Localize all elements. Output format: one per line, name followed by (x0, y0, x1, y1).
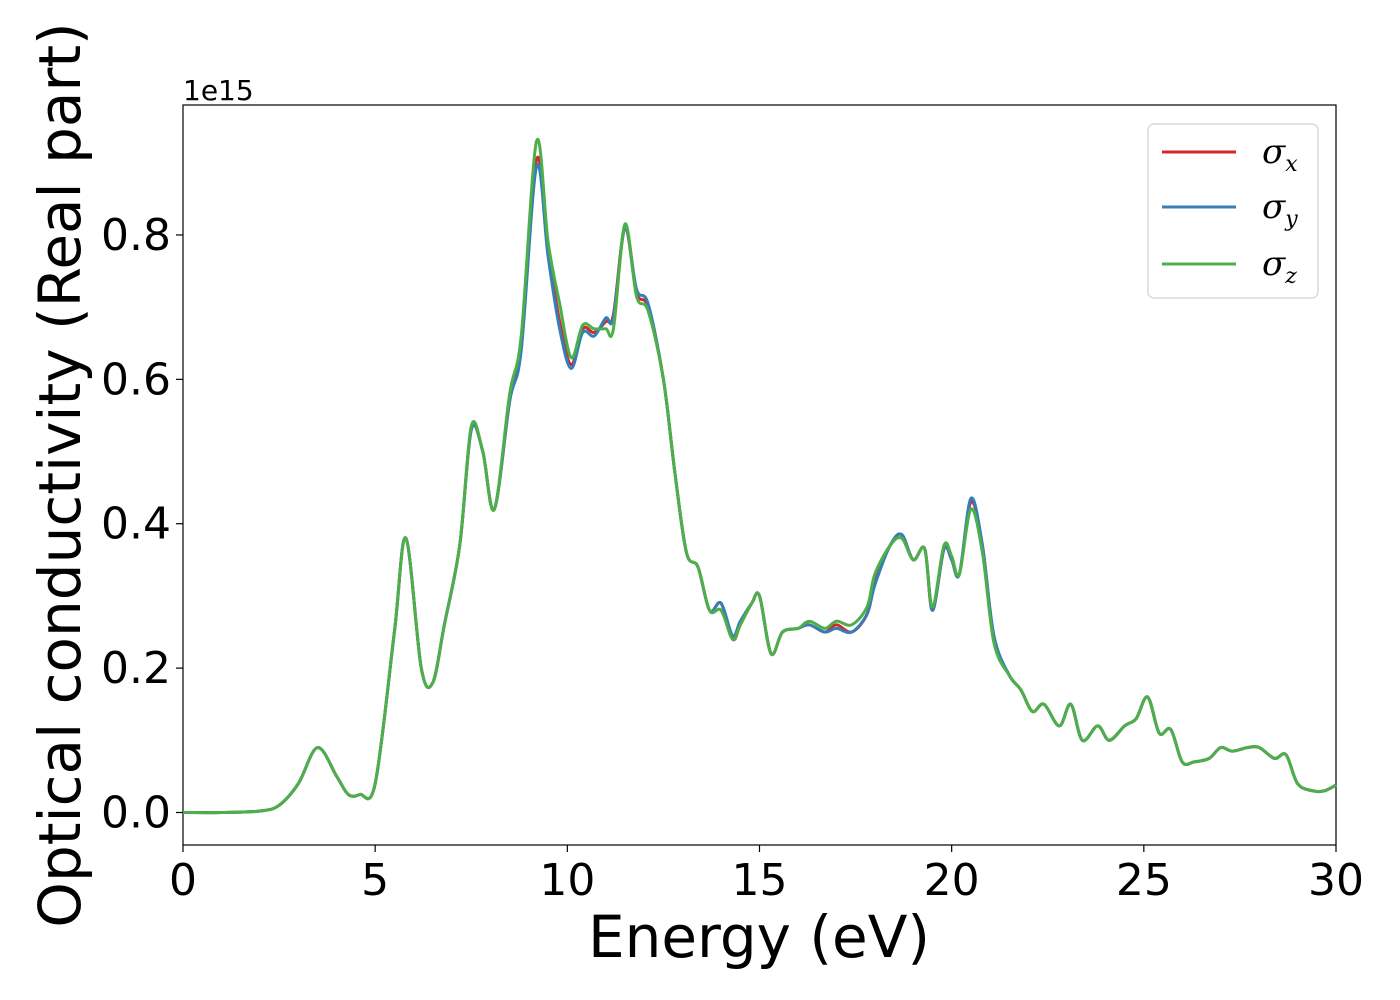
y-tick-label: 0.4 (101, 499, 171, 550)
x-tick-label: 10 (539, 855, 595, 906)
legend-box (1147, 123, 1319, 299)
legend-entries: σx σy σz (1162, 132, 1298, 289)
x-axis-ticks: 0 5 10 15 20 25 30 (169, 845, 1364, 906)
y-tick-label: 0.8 (101, 210, 171, 261)
legend-label-z: σz (1262, 244, 1297, 289)
legend-label-x: σx (1262, 132, 1298, 177)
legend-label-y: σy (1262, 187, 1298, 232)
x-axis-title: Energy (eV) (588, 903, 930, 971)
y-tick-label: 0.2 (101, 643, 171, 694)
x-tick-label: 20 (924, 855, 980, 906)
x-tick-label: 30 (1308, 855, 1364, 906)
x-tick-label: 5 (361, 855, 389, 906)
y-tick-label: 0.0 (101, 788, 171, 839)
y-axis-ticks: 0.0 0.2 0.4 0.6 0.8 (101, 210, 183, 839)
x-tick-label: 0 (169, 855, 197, 906)
series-lines (182, 137, 1337, 815)
x-tick-label: 15 (732, 855, 788, 906)
series-line-z (182, 137, 1337, 815)
x-tick-label: 25 (1116, 855, 1172, 906)
legend: σx σy σz (1147, 123, 1319, 299)
y-offset-label: 1e15 (183, 74, 254, 107)
y-tick-label: 0.6 (101, 354, 171, 405)
y-axis-title: Optical conductivity (Real part) (26, 22, 94, 927)
